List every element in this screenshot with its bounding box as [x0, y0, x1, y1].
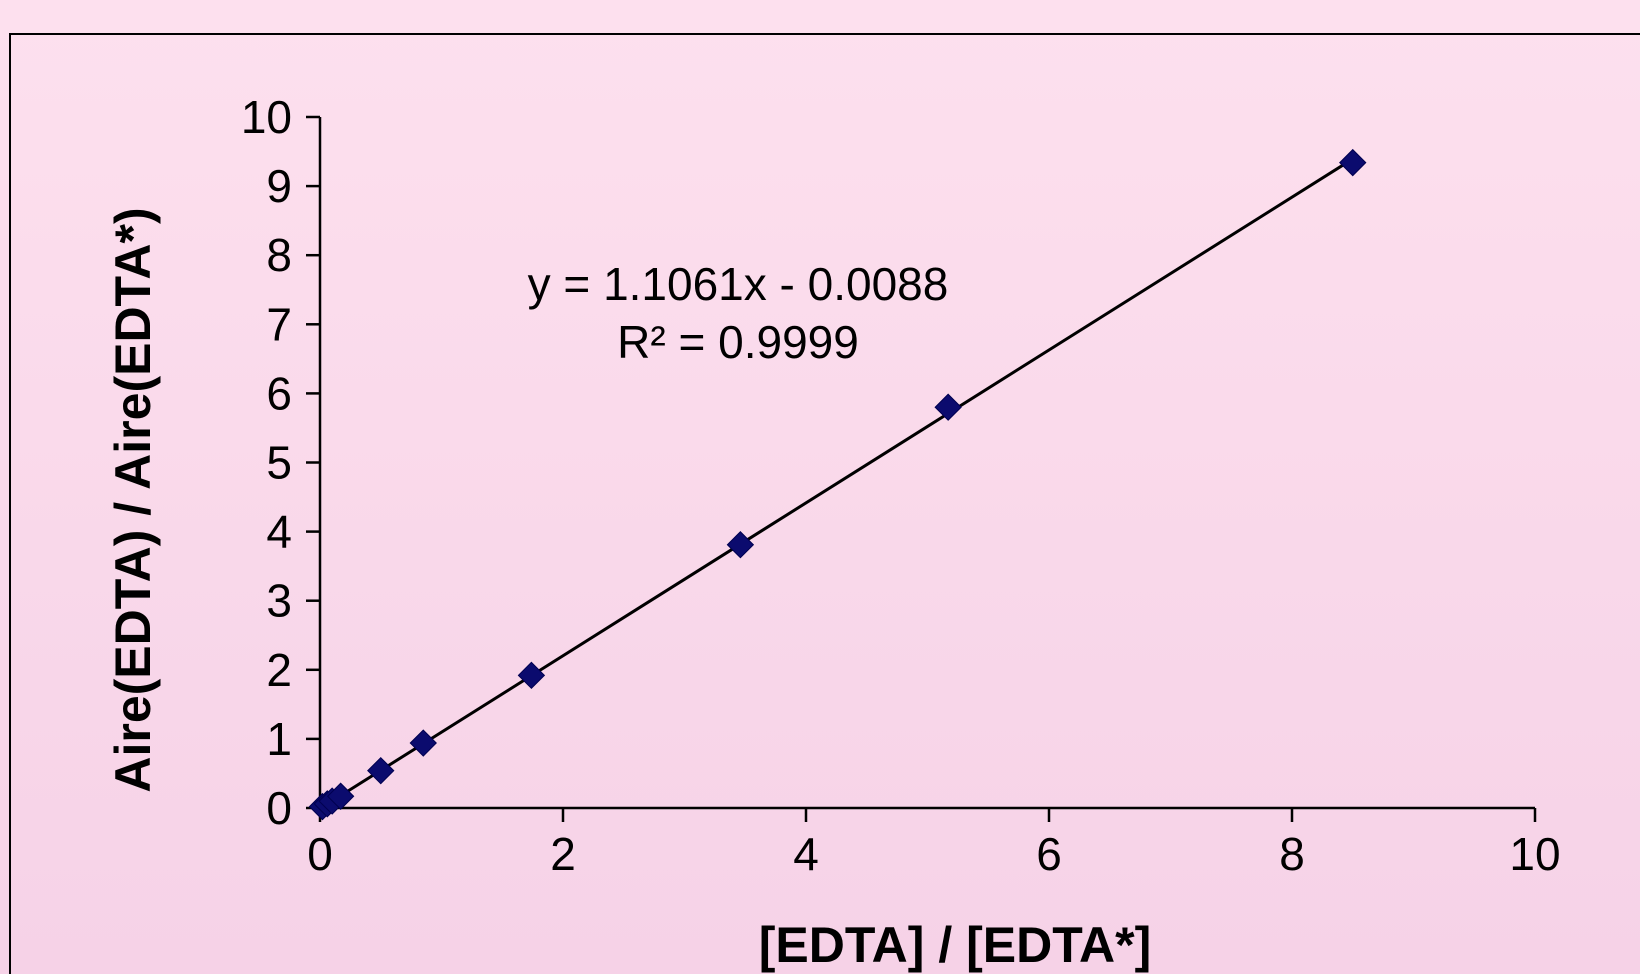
x-tick-label: 6 — [1036, 828, 1062, 880]
y-tick-label: 5 — [266, 437, 292, 489]
x-tick-label: 4 — [793, 828, 819, 880]
y-tick-label: 0 — [266, 782, 292, 834]
y-tick-label: 3 — [266, 575, 292, 627]
y-tick-label: 7 — [266, 298, 292, 350]
y-axis-title: Aire(EDTA) / Aire(EDTA*) — [105, 207, 161, 792]
y-tick-label: 4 — [266, 506, 292, 558]
x-tick-label: 10 — [1509, 828, 1560, 880]
x-tick-label: 2 — [550, 828, 576, 880]
data-point — [517, 661, 546, 690]
y-tick-label: 1 — [266, 713, 292, 765]
x-axis-title: [EDTA] / [EDTA*] — [759, 917, 1152, 973]
data-point — [726, 531, 755, 559]
chart-frame — [9, 33, 1640, 974]
trendline — [319, 157, 1354, 810]
data-point — [326, 782, 355, 810]
data-point — [934, 393, 962, 421]
y-tick-label: 6 — [266, 367, 292, 419]
r-squared-label: R² = 0.9999 — [617, 316, 859, 368]
trendline-equation: y = 1.1061x - 0.0088 — [528, 258, 949, 310]
axes — [306, 115, 1537, 822]
x-tick-label: 0 — [307, 828, 333, 880]
tick-labels: 0 2 4 6 8 10 0 1 2 3 4 5 6 7 8 9 10 — [241, 91, 1561, 880]
x-tick-label: 8 — [1279, 828, 1305, 880]
data-point — [367, 756, 395, 785]
y-tick-label: 2 — [266, 644, 292, 696]
y-tick-label: 8 — [266, 229, 292, 281]
y-tick-label: 10 — [241, 91, 292, 143]
data-point — [409, 729, 437, 757]
data-point — [1339, 148, 1367, 177]
data-points — [308, 148, 1367, 821]
y-tick-label: 9 — [266, 160, 292, 212]
trendline-layer — [319, 157, 1354, 810]
